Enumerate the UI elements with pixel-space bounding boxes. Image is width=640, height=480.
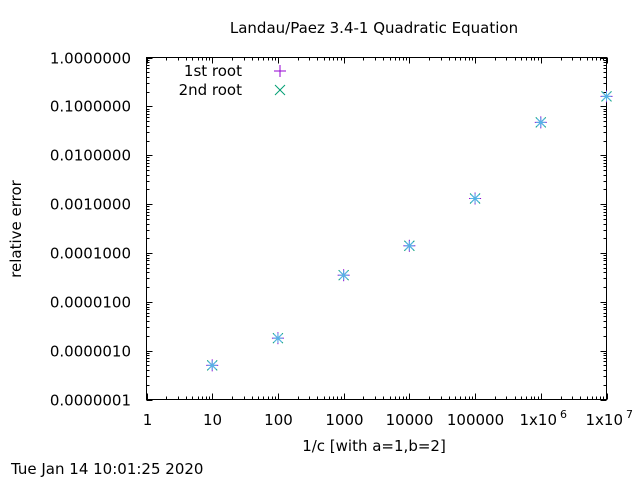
data-point-overlay bbox=[272, 333, 283, 344]
legend-label: 1st root bbox=[184, 62, 242, 80]
x-tick-label: 1000 bbox=[325, 411, 363, 429]
x-tick-label: 10000 bbox=[386, 411, 434, 429]
data-points bbox=[206, 90, 613, 372]
data-point-overlay bbox=[404, 240, 415, 251]
data-point-overlay bbox=[535, 117, 546, 128]
data-point-overlay bbox=[207, 360, 218, 371]
legend-label: 2nd root bbox=[179, 81, 243, 99]
y-tick-label: 0.1000000 bbox=[50, 98, 131, 116]
chart-title: Landau/Paez 3.4-1 Quadratic Equation bbox=[230, 19, 518, 37]
y-tick-label: 1.0000000 bbox=[50, 50, 131, 68]
marker-stroke bbox=[470, 194, 480, 203]
y-tick-label: 0.0000100 bbox=[50, 294, 131, 312]
x-tick-exponent: 7 bbox=[626, 408, 633, 421]
x-tick-label: 1x10 7 bbox=[586, 408, 634, 429]
legend-marker bbox=[274, 84, 286, 96]
x-tick-label: 100 bbox=[264, 411, 293, 429]
data-point-overlay bbox=[601, 91, 612, 102]
y-axis-label: relative error bbox=[7, 179, 25, 277]
marker-stroke bbox=[602, 92, 611, 101]
x-tick-label: 10 bbox=[203, 411, 222, 429]
y-tick-label: 0.0000001 bbox=[50, 392, 131, 410]
x-axis: 1 10 100 1000 10000 100000 1x10 6 1x10 7 bbox=[143, 57, 634, 429]
marker-stroke bbox=[273, 333, 283, 343]
timestamp: Tue Jan 14 10:01:25 2020 bbox=[11, 460, 204, 478]
marker-stroke bbox=[207, 360, 217, 370]
marker-stroke bbox=[339, 270, 348, 280]
marker-stroke bbox=[536, 118, 546, 127]
x-tick-label: 100000 bbox=[447, 411, 504, 429]
marker-stroke bbox=[274, 84, 286, 96]
y-tick-label: 0.0100000 bbox=[50, 147, 131, 165]
x-tick-label: 1x10 6 bbox=[520, 408, 568, 429]
legend-marker bbox=[274, 65, 286, 77]
x-tick-label: 1 bbox=[143, 411, 153, 429]
y-tick-label: 0.0000010 bbox=[50, 343, 131, 361]
y-axis: 0.0000001 0.0000010 0.0000100 0.0001000 0.00… bbox=[50, 50, 607, 410]
y-tick-label: 0.0001000 bbox=[50, 245, 131, 263]
data-point-overlay bbox=[470, 193, 481, 204]
plot-frame bbox=[146, 57, 607, 400]
data-point-overlay bbox=[338, 270, 349, 281]
x-axis-label: 1/c [with a=1,b=2] bbox=[302, 437, 446, 455]
y-tick-label: 0.0010000 bbox=[50, 196, 131, 214]
x-tick-exponent: 6 bbox=[560, 408, 567, 421]
marker-stroke bbox=[405, 241, 414, 251]
